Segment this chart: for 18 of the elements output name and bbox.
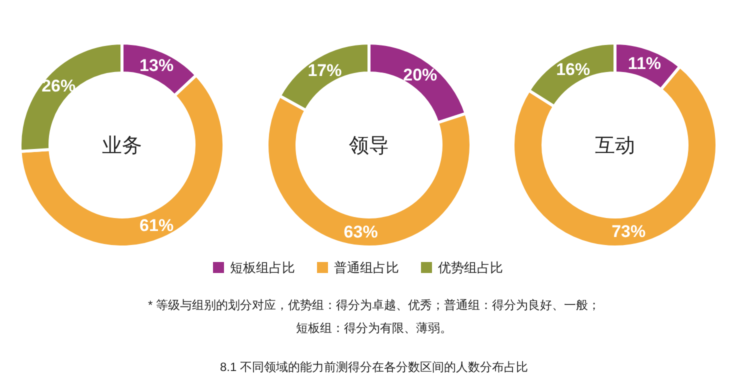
data-label: 20% — [403, 66, 438, 85]
text: 8.1 不同领域的能力前测得分在各分数区间的人数分布占比 — [220, 360, 528, 374]
legend-label: 短板组占比 — [230, 260, 295, 275]
data-label: 73% — [612, 222, 646, 241]
legend-label: 普通组占比 — [334, 260, 399, 275]
data-label: 13% — [140, 56, 174, 76]
data-label: 26% — [42, 76, 76, 96]
data-label: 11% — [628, 54, 662, 74]
data-label: 16% — [556, 60, 590, 79]
text: 互动 — [595, 135, 635, 157]
legend-label: 优势组占比 — [438, 260, 503, 275]
text: 领导 — [349, 135, 389, 157]
data-label: 61% — [140, 216, 174, 235]
text: 短板组：得分为有限、薄弱。 — [296, 321, 452, 335]
data-label: 17% — [308, 61, 342, 80]
text: 业务 — [102, 135, 142, 157]
text: * 等级与组别的划分对应，优势组：得分为卓越、优秀；普通组：得分为良好、一般； — [148, 298, 600, 312]
data-label: 63% — [344, 222, 378, 242]
